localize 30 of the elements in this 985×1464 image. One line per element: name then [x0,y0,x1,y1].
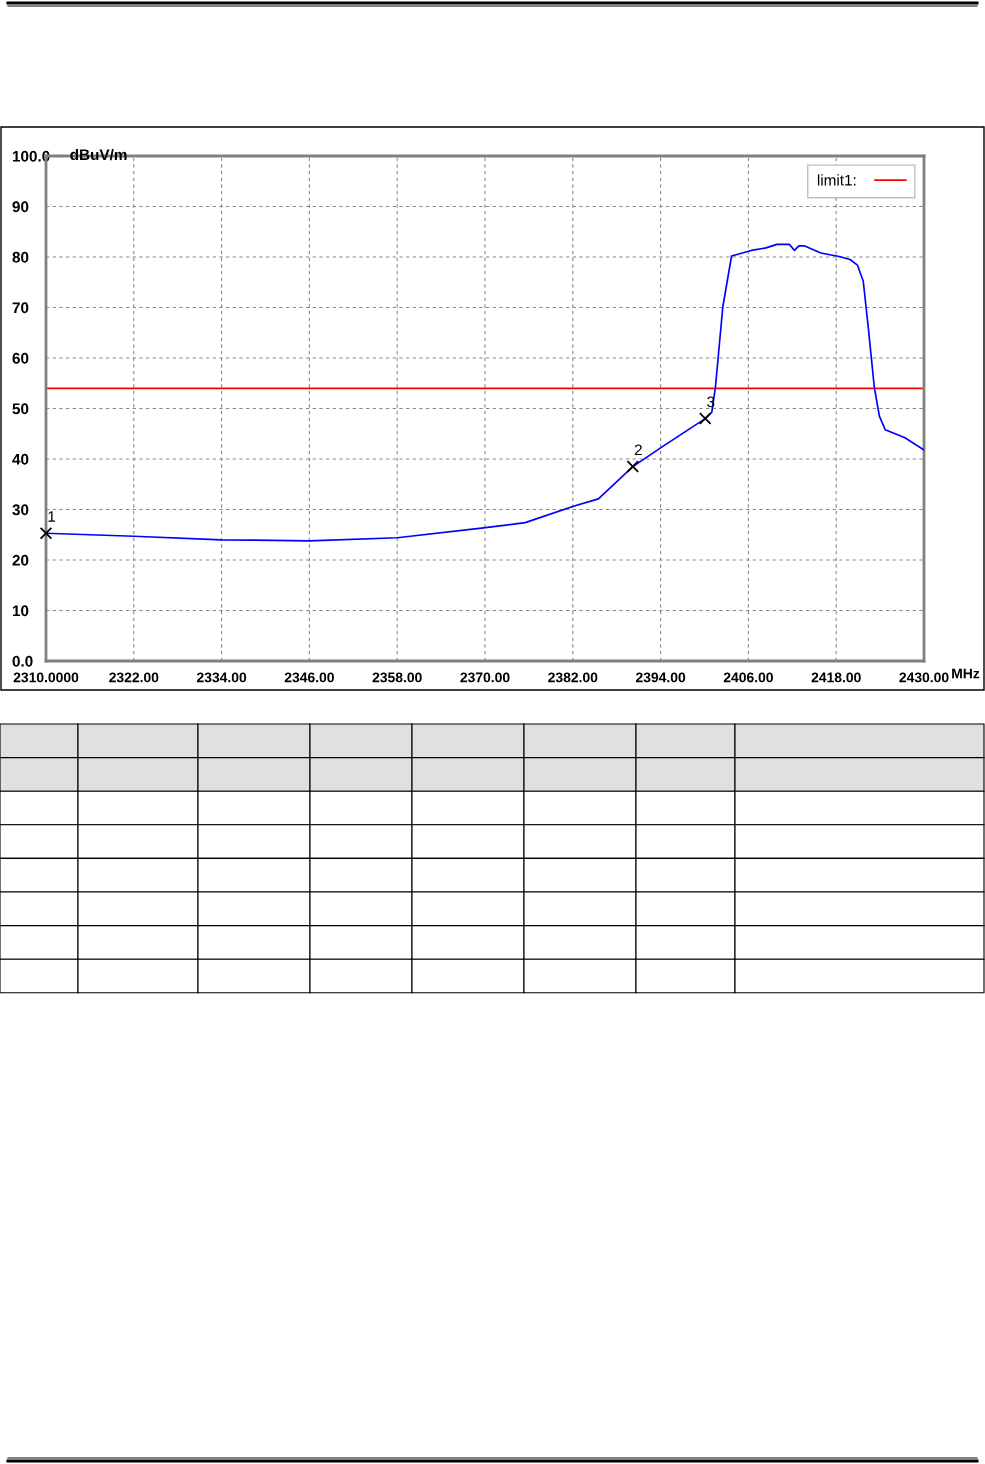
y-tick-label: 60 [12,352,29,364]
y-axis-title: dBuV/m [70,148,127,161]
x-tick-label: 2358.00 [372,672,422,683]
line-series [46,243,924,542]
x-tick-label: 2346.00 [284,672,334,683]
annotation: 1 [48,511,56,522]
point [698,412,712,425]
x-tick-label: 2334.00 [196,672,247,683]
x-tick-label: 2418.00 [811,672,861,683]
y-tick-label: 30 [12,504,29,516]
y-tick-label: 10 [12,605,29,617]
x-tick-label: 2394.00 [635,672,686,683]
legend-label: limit1: [817,174,856,186]
y-tick-label: 70 [12,302,29,314]
point [39,526,53,540]
y-tick-label: 20 [12,554,29,566]
y-tick-label: 90 [12,201,29,213]
x-tick-label: 2310.0000 [13,672,79,683]
x-axis-title: MHz [952,668,980,679]
point [626,460,640,473]
x-tick-label: 2382.00 [548,672,598,683]
y-tick-label: 80 [12,251,29,263]
annotation: 2 [634,444,642,456]
x-tick-label: 2406.00 [723,672,773,683]
x-tick-label: 2322.00 [109,672,159,683]
x-tick-label: 2370.00 [460,672,510,683]
x-tick-label: 2430.00 [899,672,949,683]
y-tick-label: 50 [12,403,29,415]
y-tick-label: 40 [12,453,29,465]
y-tick-label: 0.0 [12,655,33,667]
